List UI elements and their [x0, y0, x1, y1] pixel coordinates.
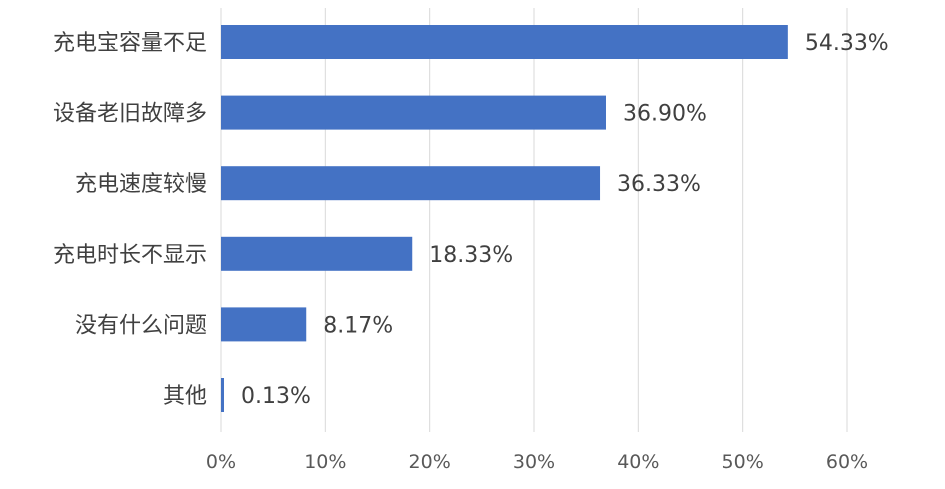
x-tick-label: 60%: [826, 451, 868, 473]
x-tick-label: 10%: [304, 451, 346, 473]
bar: [221, 236, 413, 271]
bar: [221, 307, 307, 342]
value-label: 8.17%: [323, 313, 393, 338]
category-label: 充电速度较慢: [75, 172, 207, 197]
category-label: 其他: [163, 384, 207, 409]
value-labels: 54.33% 36.90% 36.33% 18.33% 8.17% 0.13%: [241, 31, 889, 409]
bar: [221, 25, 788, 59]
x-axis-ticks: 0% 10% 20% 30% 40% 50% 60%: [206, 451, 868, 473]
category-label: 充电宝容量不足: [53, 31, 207, 56]
value-label: 36.33%: [617, 172, 701, 197]
x-tick-label: 20%: [409, 451, 451, 473]
bars: [221, 25, 788, 412]
value-label: 0.13%: [241, 384, 311, 409]
gridlines: [220, 8, 848, 432]
category-label: 设备老旧故障多: [53, 102, 207, 127]
x-tick-label: 40%: [617, 451, 659, 473]
value-label: 54.33%: [805, 31, 889, 56]
bar: [221, 166, 601, 201]
x-tick-label: 30%: [513, 451, 555, 473]
x-tick-label: 0%: [206, 451, 236, 473]
bar: [221, 378, 224, 412]
category-label: 没有什么问题: [75, 313, 207, 338]
value-label: 36.90%: [623, 102, 707, 127]
category-label: 充电时长不显示: [53, 243, 207, 268]
value-label: 18.33%: [429, 243, 513, 268]
bar: [221, 95, 606, 130]
x-tick-label: 50%: [722, 451, 764, 473]
